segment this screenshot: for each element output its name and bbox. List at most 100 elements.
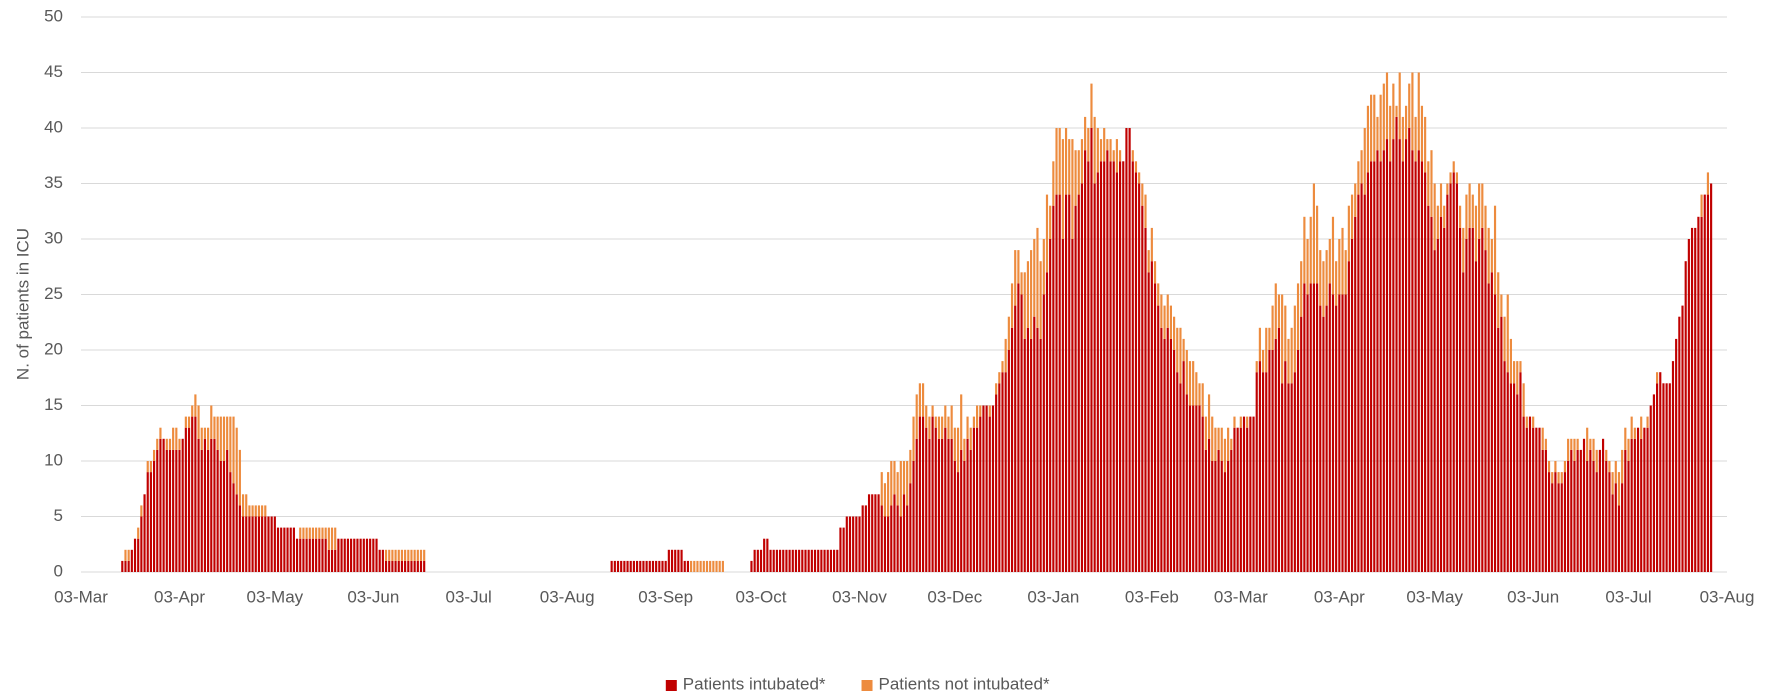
bar: [769, 549, 772, 572]
bar: [1471, 227, 1474, 572]
bar: [1198, 405, 1201, 572]
bar: [867, 494, 871, 572]
bar: [273, 516, 276, 572]
bar: [1551, 472, 1554, 484]
bar: [702, 560, 705, 572]
y-tick-label: 45: [44, 62, 63, 81]
bar: [759, 549, 763, 572]
bar: [1230, 449, 1233, 572]
bar: [1195, 405, 1198, 572]
bar: [1131, 150, 1134, 162]
bar: [680, 549, 683, 572]
bar: [1217, 449, 1220, 572]
bar: [1385, 72, 1389, 140]
bar: [305, 538, 308, 572]
bar: [254, 505, 257, 517]
bar: [1478, 239, 1481, 572]
bar: [1484, 250, 1487, 572]
bar: [813, 549, 817, 572]
bar: [353, 538, 356, 572]
bar: [1513, 383, 1516, 572]
bar: [1033, 239, 1036, 317]
bar: [1157, 283, 1160, 306]
bar: [931, 405, 934, 417]
bar: [315, 538, 318, 572]
bar: [670, 549, 674, 572]
bar: [1690, 227, 1694, 572]
bar: [1430, 216, 1433, 573]
bar: [1049, 239, 1052, 572]
bar: [1344, 294, 1347, 572]
bar: [1487, 227, 1490, 284]
bar: [667, 549, 670, 572]
bar: [1255, 372, 1258, 572]
bar: [969, 427, 972, 450]
bar: [658, 560, 661, 572]
bar: [899, 516, 902, 572]
x-tick-label: 03-Jul: [1605, 587, 1651, 606]
bar: [410, 560, 413, 572]
bar: [1268, 350, 1271, 572]
bar: [1230, 438, 1233, 450]
bar: [226, 449, 229, 572]
bar: [1030, 250, 1033, 339]
bar: [416, 560, 419, 572]
bar: [1211, 461, 1214, 572]
bar: [953, 461, 956, 572]
bar: [1274, 338, 1277, 572]
bar: [1255, 361, 1258, 373]
bar: [1443, 205, 1446, 228]
bar: [782, 549, 785, 572]
series: [124, 72, 1710, 572]
bar: [941, 416, 944, 439]
bar: [1478, 183, 1481, 239]
bar: [219, 461, 222, 572]
bar: [1207, 438, 1211, 572]
bar: [1134, 161, 1138, 173]
bar: [1427, 161, 1430, 206]
bar: [820, 549, 823, 572]
bar: [995, 394, 998, 572]
bar: [766, 538, 769, 572]
bar: [407, 549, 410, 561]
bar: [311, 538, 315, 572]
bar: [1099, 161, 1103, 573]
bar: [833, 549, 836, 572]
bar: [1544, 449, 1547, 572]
bar: [1376, 116, 1379, 151]
bar: [153, 461, 156, 572]
legend-swatch: [861, 680, 873, 691]
bar: [394, 549, 397, 561]
bar: [960, 394, 963, 450]
bar: [937, 416, 941, 439]
bar: [1687, 239, 1690, 572]
bar: [1382, 83, 1385, 151]
bar: [168, 449, 172, 572]
bar: [1316, 283, 1319, 572]
bar: [1519, 372, 1522, 572]
bar: [1052, 161, 1055, 206]
bar: [1516, 361, 1519, 395]
bar: [1163, 338, 1166, 572]
bar: [1271, 305, 1274, 350]
bar: [1198, 383, 1201, 406]
bar: [636, 560, 639, 572]
bar: [721, 560, 724, 572]
bar: [1547, 461, 1551, 473]
bar: [1115, 139, 1118, 173]
bar: [1627, 438, 1630, 461]
bar: [324, 538, 327, 572]
bar: [1385, 139, 1389, 572]
bar: [998, 383, 1001, 572]
bar: [1338, 294, 1341, 572]
bar: [127, 560, 130, 572]
bar: [1525, 427, 1528, 572]
bar: [1163, 305, 1166, 339]
bar: [1322, 316, 1325, 572]
bar: [146, 472, 149, 572]
bar: [1576, 449, 1579, 572]
bar: [1481, 183, 1484, 228]
bar: [918, 416, 921, 572]
bar: [350, 538, 353, 572]
bar: [283, 527, 286, 572]
